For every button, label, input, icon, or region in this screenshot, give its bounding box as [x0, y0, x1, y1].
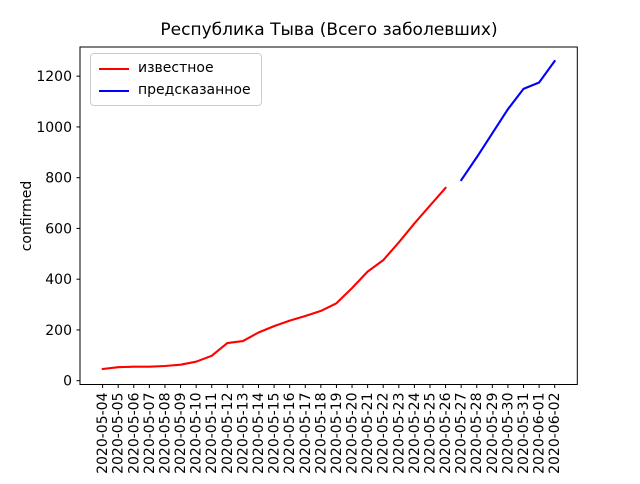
- legend-entry-predicted: предсказанное: [99, 83, 251, 98]
- x-tick-label: 2020-05-09: [173, 393, 189, 474]
- x-tick-label: 2020-05-05: [111, 393, 127, 474]
- x-tick-label: 2020-05-27: [454, 393, 470, 474]
- predicted-line: [460, 59, 556, 182]
- legend-label-predicted: предсказанное: [138, 82, 251, 98]
- x-tick-label: 2020-05-31: [516, 393, 532, 474]
- x-tick-label: 2020-05-08: [157, 393, 173, 474]
- y-tick-label: 1000: [36, 120, 72, 136]
- x-tick-label: 2020-05-19: [329, 393, 345, 474]
- y-axis-label: confirmed: [19, 180, 35, 252]
- x-tick-label: 2020-05-10: [189, 393, 205, 474]
- x-tick-label: 2020-06-02: [547, 393, 563, 474]
- x-tick-label: 2020-05-22: [376, 393, 392, 474]
- x-tick-label: 2020-05-15: [267, 393, 283, 474]
- x-tick-label: 2020-05-06: [126, 392, 142, 473]
- chart-title: Республика Тыва (Всего заболевших): [160, 20, 498, 40]
- x-tick-label: 2020-05-23: [391, 393, 407, 474]
- x-tick-label: 2020-05-24: [407, 392, 423, 473]
- x-tick-label: 2020-05-12: [220, 393, 236, 474]
- x-tick-label: 2020-05-16: [282, 392, 298, 473]
- legend-label-known: известное: [138, 60, 214, 76]
- x-tick-label: 2020-05-30: [500, 393, 516, 474]
- y-tick-label: 1200: [36, 69, 72, 85]
- y-tick-label: 400: [45, 272, 72, 288]
- x-tick-label: 2020-05-18: [313, 393, 329, 474]
- x-tick-label: 2020-05-29: [485, 393, 501, 474]
- y-tick-label: 600: [45, 221, 72, 237]
- legend-entry-known: известное: [99, 61, 251, 76]
- x-tick-label: 2020-05-07: [142, 393, 158, 474]
- x-tick-label: 2020-05-13: [235, 393, 251, 474]
- x-tick-label: 2020-05-21: [360, 393, 376, 474]
- axes-frame: [79, 46, 578, 385]
- x-tick-label: 2020-05-14: [251, 392, 267, 473]
- y-tick-label: 200: [45, 323, 72, 339]
- x-tick-label: 2020-05-25: [422, 393, 438, 474]
- x-tick-label: 2020-05-26: [438, 392, 454, 473]
- x-tick-label: 2020-06-01: [532, 393, 548, 474]
- x-tick-label: 2020-05-04: [95, 392, 111, 473]
- legend: известное предсказанное: [90, 53, 262, 106]
- x-tick-label: 2020-05-20: [345, 393, 361, 474]
- predicted-line-swatch: [99, 89, 129, 92]
- y-tick-label: 800: [45, 171, 72, 187]
- known-line: [101, 186, 447, 371]
- y-tick-label: 0: [63, 374, 72, 390]
- x-tick-label: 2020-05-28: [469, 393, 485, 474]
- known-line-swatch: [99, 67, 129, 70]
- x-tick-label: 2020-05-17: [298, 393, 314, 474]
- x-tick-label: 2020-05-11: [204, 393, 220, 474]
